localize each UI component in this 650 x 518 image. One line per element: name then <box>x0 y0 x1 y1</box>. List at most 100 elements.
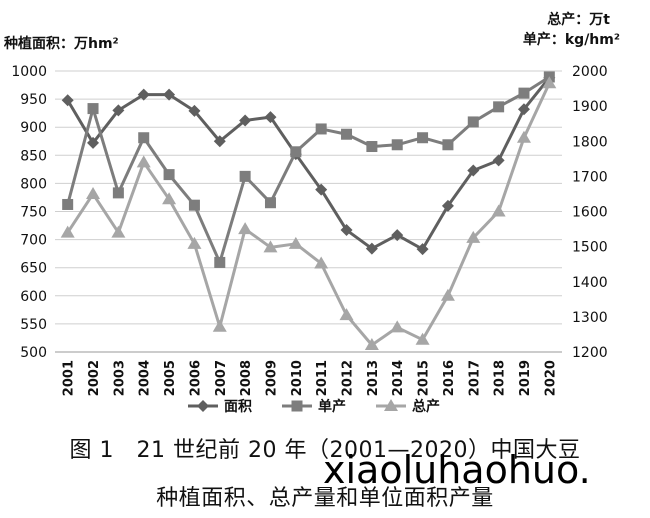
data-point-diamond <box>365 242 378 255</box>
left-tick-label: 600 <box>20 289 47 305</box>
data-point-square <box>518 87 530 99</box>
left-tick-label: 650 <box>20 261 47 277</box>
data-point-triangle <box>339 308 354 321</box>
chart: 500 550 600 650 700 750 800 850 900 950 1000 1200 13… <box>3 11 620 415</box>
data-point-triangle <box>390 320 405 333</box>
data-point-triangle <box>136 155 151 168</box>
right-tick-label: 1200 <box>572 345 608 361</box>
x-tick-label: 2004 <box>138 360 153 396</box>
data-point-square <box>366 141 378 153</box>
data-point-triangle <box>314 256 329 269</box>
legend-label: 单产 <box>318 398 346 415</box>
x-tick-label: 2002 <box>87 360 102 396</box>
x-tick-label: 2006 <box>188 360 203 396</box>
x-tick-label: 2019 <box>518 360 533 396</box>
right-axis-label-yield: 单产：kg/hm² <box>523 31 620 48</box>
data-point-diamond <box>391 229 404 242</box>
right-tick-label: 1700 <box>572 169 608 185</box>
data-point-diamond <box>441 199 454 212</box>
x-tick-label: 2010 <box>290 360 305 396</box>
right-tick-label: 1800 <box>572 134 608 150</box>
right-tick-label: 2000 <box>572 64 608 80</box>
legend-label: 总产 <box>412 398 440 415</box>
x-tick-label: 2001 <box>62 360 77 396</box>
data-point-square <box>315 123 327 135</box>
right-tick-label: 1400 <box>572 275 608 291</box>
right-tick-label: 1900 <box>572 99 608 115</box>
x-tick-label: 2012 <box>341 360 356 396</box>
data-point-triangle <box>440 288 455 301</box>
x-tick-label: 2003 <box>112 360 127 396</box>
right-tick-label: 1600 <box>572 205 608 221</box>
data-point-square <box>442 139 454 151</box>
data-point-square <box>163 169 175 181</box>
data-point-diamond <box>517 103 530 116</box>
data-point-diamond <box>492 154 505 167</box>
data-point-diamond <box>264 111 277 124</box>
data-point-diamond <box>213 135 226 148</box>
x-tick-label: 2005 <box>163 360 178 396</box>
data-point-diamond <box>61 94 74 107</box>
x-tick-label: 2008 <box>239 360 254 396</box>
left-tick-label: 800 <box>20 176 47 192</box>
left-tick-label: 700 <box>20 233 47 249</box>
x-tick-label: 2013 <box>366 360 381 396</box>
data-point-diamond <box>467 164 480 177</box>
data-point-triangle <box>187 236 202 249</box>
left-tick-label: 750 <box>20 205 47 221</box>
left-tick-label: 500 <box>20 345 47 361</box>
data-point-square <box>62 198 74 210</box>
data-point-square <box>214 256 226 268</box>
series-line-triangle <box>66 82 551 347</box>
x-tick-label: 2007 <box>214 360 229 396</box>
data-point-triangle <box>288 236 303 249</box>
x-tick-label: 2014 <box>391 360 406 396</box>
x-tick-label: 2011 <box>315 360 330 396</box>
data-point-triangle <box>238 222 253 235</box>
legend-marker <box>384 399 398 411</box>
x-tick-label: 2018 <box>493 360 508 396</box>
data-point-square <box>290 146 302 158</box>
data-point-diamond <box>188 104 201 117</box>
figure-caption-line1: 图 1 21 世纪前 20 年（2001—2020）中国大豆 <box>69 438 581 463</box>
data-point-triangle <box>86 186 101 199</box>
left-tick-label: 550 <box>20 317 47 333</box>
x-tick-label: 2009 <box>264 360 279 396</box>
data-point-diamond <box>340 224 353 237</box>
data-point-triangle <box>516 130 531 143</box>
x-tick-label: 2016 <box>442 360 457 396</box>
data-point-triangle <box>111 225 126 238</box>
x-tick-label: 2020 <box>543 360 558 396</box>
data-point-triangle <box>364 337 379 350</box>
data-point-diamond <box>416 243 429 256</box>
data-point-square <box>467 116 479 128</box>
data-point-triangle <box>212 319 227 332</box>
figure-caption-line2: 种植面积、总产量和单位面积产量 <box>156 486 494 511</box>
left-axis-label: 种植面积：万hm² <box>3 35 119 52</box>
data-point-square <box>264 197 276 209</box>
x-tick-label: 2015 <box>417 360 432 396</box>
data-point-square <box>493 101 505 113</box>
left-tick-label: 900 <box>20 120 47 136</box>
x-tick-label: 2017 <box>467 360 482 396</box>
legend-marker <box>291 400 303 412</box>
data-point-square <box>417 132 429 144</box>
watermark-text: xiaoluhaohuo. <box>323 448 591 492</box>
data-point-square <box>391 139 403 151</box>
data-point-diamond <box>239 114 252 127</box>
data-point-square <box>341 128 353 140</box>
data-point-diamond <box>315 183 328 196</box>
data-point-square <box>188 199 200 211</box>
data-point-triangle <box>415 332 430 345</box>
data-point-diamond <box>163 88 176 101</box>
right-tick-label: 1500 <box>572 240 608 256</box>
left-tick-label: 850 <box>20 148 47 164</box>
data-point-triangle <box>466 230 481 243</box>
legend-label: 面积 <box>224 398 252 415</box>
data-point-triangle <box>491 204 506 217</box>
left-tick-label: 1000 <box>11 64 47 80</box>
data-point-diamond <box>137 88 150 101</box>
data-point-square <box>239 170 251 182</box>
data-point-triangle <box>162 192 177 205</box>
data-point-triangle <box>263 240 278 253</box>
